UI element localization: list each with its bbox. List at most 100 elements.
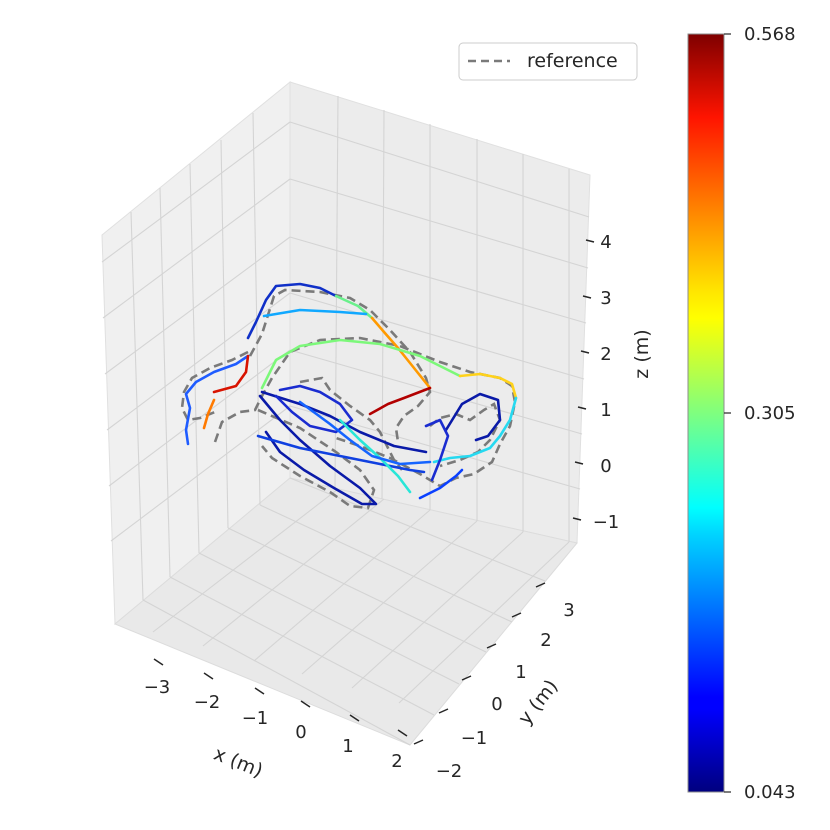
grid-line-y-floor [169, 576, 435, 716]
estimated-path-segment [432, 396, 518, 464]
y-tick-mark [413, 739, 424, 745]
z-tick-label: −1 [593, 512, 620, 533]
grid-line-x-floor [351, 531, 524, 689]
estimated-path-segment [260, 338, 462, 390]
x-tick-mark [349, 714, 360, 722]
y-tick-mark [438, 708, 449, 714]
estimated-path-segment [262, 308, 368, 318]
x-tick-mark [397, 729, 408, 737]
estimated-path-segment [424, 418, 450, 482]
y-tick-mark [461, 675, 472, 681]
y-tick-label: −2 [436, 761, 463, 782]
grid-line-x-floor [301, 520, 478, 675]
estimated-path-segment [334, 294, 374, 320]
y-tick-label: −1 [461, 728, 488, 749]
z-tick-label: 0 [600, 456, 611, 477]
colorbar: 0.568 0.305 0.043 [687, 24, 796, 803]
grid-line-z-left-wall [102, 178, 291, 319]
reference-path-segment [180, 350, 249, 422]
grid-line-x-wall [334, 95, 339, 490]
estimated-path-segment [444, 392, 502, 442]
colorbar-tick-mid: 0.305 [744, 403, 796, 424]
y-axis-label: y (m) [514, 676, 563, 729]
grid-line-y-floor [198, 552, 460, 685]
colorbar-tick-max: 0.568 [744, 24, 796, 45]
y-tick-mark [486, 643, 497, 649]
grid-line-y-left-wall [189, 163, 200, 554]
grid-line-x-floor [398, 541, 570, 704]
legend: reference [458, 42, 638, 81]
grid-line-z-wall [289, 236, 587, 324]
z-tick-mark [574, 461, 584, 465]
y-tick-label: 0 [491, 694, 502, 715]
grid-line-y-floor [259, 504, 513, 623]
z-tick-mark [580, 350, 590, 354]
y-tick-mark [511, 612, 522, 618]
estimated-path-segment [458, 372, 518, 400]
estimated-path-segment [258, 394, 378, 506]
y-tick-label: 3 [563, 600, 574, 621]
estimated-path-segment [368, 386, 432, 416]
floor-pane [114, 477, 578, 746]
grid-line-z-wall [289, 121, 590, 218]
z-tick-label: 2 [600, 344, 611, 365]
x-tick-mark [153, 658, 164, 666]
z-tick-label: 3 [600, 288, 611, 309]
reference-path-segment [248, 288, 432, 443]
grid-lines [101, 95, 590, 746]
y-tick-mark [535, 582, 546, 588]
x-tick-mark [254, 687, 265, 695]
estimated-path-segment [370, 316, 432, 390]
z-tick-mark [572, 517, 582, 521]
z-tick-mark [582, 295, 592, 299]
z-tick-label: 4 [600, 232, 611, 253]
grid-line-z-left-wall [101, 121, 291, 263]
x-tick-label: 1 [342, 736, 353, 757]
estimated-path-segment [274, 384, 354, 434]
estimated-path-segment [418, 468, 464, 500]
x-tick-label: −2 [194, 692, 221, 713]
estimated-path-segment [246, 282, 338, 340]
reference-path-segment [299, 376, 404, 471]
z-tick-mark [577, 406, 587, 410]
grid-line-z-wall [289, 349, 583, 435]
grid-line-x-floor [152, 488, 339, 633]
x-tick-label: −1 [242, 708, 269, 729]
y-tick-label: 2 [540, 630, 551, 651]
colorbar-tick-min: 0.043 [744, 782, 796, 803]
x-tick-label: 2 [391, 751, 402, 772]
estimated-path-segment [202, 398, 216, 430]
z-axis-ticks: −1 0 1 2 3 4 [572, 232, 620, 533]
z-tick-label: 1 [600, 400, 611, 421]
x-tick-mark [300, 700, 311, 708]
x-axis-ticks: −3 −2 −1 0 1 2 [144, 658, 408, 772]
estimated-path-segment [212, 354, 250, 394]
y-tick-label: 1 [515, 662, 526, 683]
grid-line-y-left-wall [130, 211, 144, 601]
grid-line-y-left-wall [159, 187, 171, 578]
grid-line-y-left-wall [252, 112, 261, 506]
x-tick-label: 0 [295, 722, 306, 743]
colorbar-gradient [687, 33, 725, 793]
reference-path-segment [257, 408, 376, 510]
grid-line-z-wall [289, 292, 585, 380]
estimated-path-segment [256, 434, 426, 474]
x-tick-label: −3 [144, 677, 171, 698]
estimated-trajectory [184, 282, 518, 506]
reference-path-segment [429, 402, 502, 468]
legend-box [458, 42, 638, 81]
z-axis-label: z (m) [631, 329, 653, 378]
x-axis-label: x (m) [211, 743, 266, 782]
grid-line-y-floor [227, 527, 487, 653]
grid-line-y-floor [142, 599, 411, 746]
estimated-path-segment [184, 354, 250, 446]
grid-line-y-left-wall [220, 139, 229, 529]
x-tick-mark [203, 672, 214, 680]
z-tick-mark [585, 239, 595, 243]
grid-line-z-wall [289, 178, 589, 269]
legend-reference-label: reference [527, 50, 618, 72]
estimated-path-segment [298, 400, 432, 466]
grid-line-x-floor [202, 498, 385, 647]
